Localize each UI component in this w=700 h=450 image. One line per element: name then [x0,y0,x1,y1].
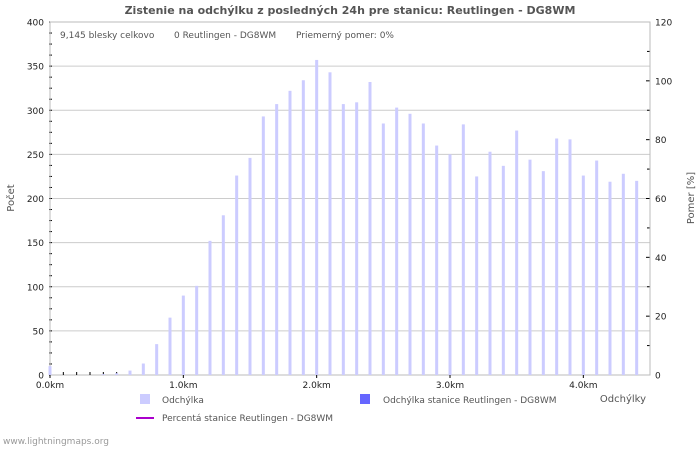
bar-odchylka [381,123,385,375]
x-tick-label: 2.0km [303,381,331,391]
y-tick-label: 50 [33,327,45,337]
legend-label-station: Odchýlka stanice Reutlingen - DG8WM [383,396,557,406]
bar-odchylka [448,154,452,375]
y-tick-label: 150 [27,239,44,249]
bar-odchylka [301,80,305,376]
legend-swatch-odchylka [140,394,150,404]
bar-odchylka [208,240,212,375]
bar-odchylka [288,90,292,376]
y2-tick-label: 20 [655,313,667,323]
bar-odchylka [568,139,572,375]
bar-odchylka [115,373,119,375]
y2-axis-label: Pomer [%] [686,172,697,224]
x-tick-label: 0.0km [36,381,64,391]
y2-tick-label: 100 [655,77,672,87]
bar-odchylka [128,370,132,375]
x-tick-label: 1.0km [169,381,197,391]
bar-odchylka [435,145,439,375]
bar-odchylka [275,104,279,375]
bar-odchylka [635,180,639,375]
x-tick-label: 3.0km [436,381,464,391]
bar-odchylka [235,175,239,375]
bar-odchylka [155,344,159,375]
legend-label-percent: Percentá stanice Reutlingen - DG8WM [162,414,333,424]
bar-odchylka [368,82,372,375]
plot-frame [49,21,651,376]
bar-odchylka [488,151,492,375]
bar-odchylka [328,72,332,376]
bar-odchylka [341,104,345,375]
bar-odchylka [461,124,465,376]
bar-odchylka [501,165,505,375]
bar-odchylka [48,366,52,375]
y2-tick-label: 60 [655,195,667,205]
bar-odchylka [168,317,172,375]
x-axis-label: Odchýlky [600,393,646,405]
bar-odchylka [475,176,479,375]
bar-odchylka [181,295,185,375]
bar-odchylka [261,116,265,376]
bar-odchylka [315,59,319,375]
y-tick-label: 400 [27,19,44,29]
bar-odchylka [608,181,612,375]
y-tick-label: 250 [27,151,44,161]
y-tick-label: 100 [27,283,44,293]
bar-odchylka [515,130,519,375]
bar-odchylka [421,123,425,375]
bar-odchylka [408,113,412,375]
bar-odchylka [595,160,599,375]
bar-odchylka [195,285,199,375]
bar-odchylka [621,173,625,375]
bar-odchylka [221,215,225,375]
footer-credit: www.lightningmaps.org [3,437,109,447]
chart-title: Zistenie na odchýlku z posledných 24h pr… [125,4,576,17]
bar-odchylka [395,107,399,375]
info-text: Priemerný pomer: 0% [296,31,394,41]
bar-odchylka [541,171,545,375]
y-tick-label: 300 [27,107,44,117]
y2-tick-label: 0 [655,372,661,382]
y2-tick-label: 120 [655,19,672,29]
info-text: 0 Reutlingen - DG8WM [174,31,276,41]
y-tick-label: 350 [27,63,44,73]
info-text: 9,145 blesky celkovo [60,31,155,41]
y-axis-label: Počet [5,184,17,211]
bar-odchylka [141,363,145,375]
bar-odchylka [101,374,105,375]
y-tick-label: 0 [38,372,44,382]
bar-odchylka [355,102,359,376]
legend-label-odchylka: Odchýlka [162,396,204,406]
legend-swatch-station [360,394,370,404]
bar-odchylka [555,138,559,375]
y2-tick-label: 40 [655,254,667,264]
y-tick-label: 200 [27,195,44,205]
y2-tick-label: 80 [655,136,667,146]
x-tick-label: 4.0km [569,381,597,391]
bar-odchylka [528,159,532,375]
bar-odchylka [248,157,252,375]
bar-odchylka [581,175,585,375]
